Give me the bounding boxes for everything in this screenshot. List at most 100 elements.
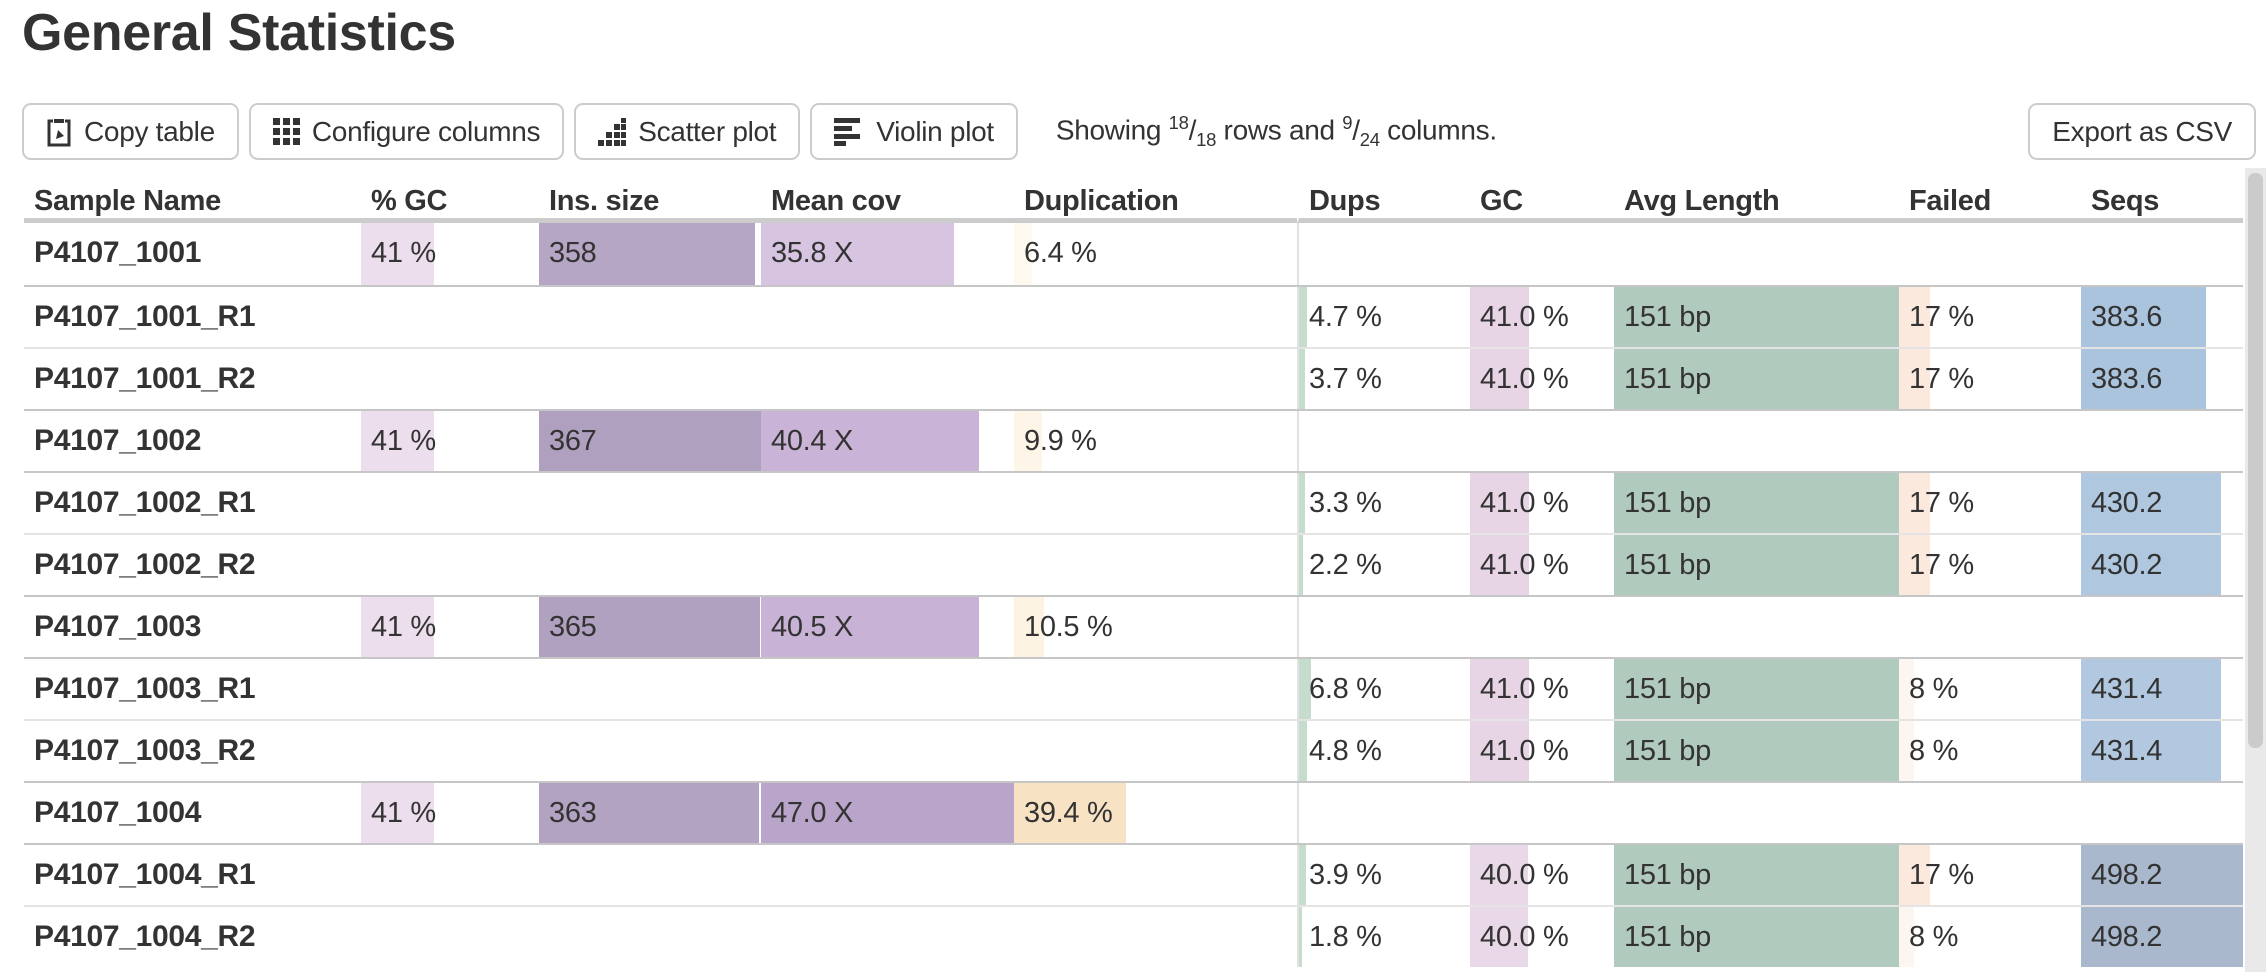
value-bar (1899, 535, 1930, 595)
cell-value: 8 % (1909, 735, 1959, 767)
cell-value: 4.8 % (1309, 735, 1382, 767)
cell-avg_length: 151 bp (1614, 721, 1899, 781)
cell-duplication: 9.9 % (1014, 411, 1297, 471)
cell-value: 6.8 % (1309, 673, 1382, 705)
cell-sample: P4107_1002_R1 (24, 473, 361, 533)
value-bar (1299, 721, 1308, 781)
scrollbar-thumb[interactable] (2248, 173, 2263, 748)
value-bar (1470, 907, 1528, 967)
scatter-plot-button[interactable]: Scatter plot (574, 103, 801, 160)
cell-avg_length: 151 bp (1614, 659, 1899, 719)
cell-seqs: 498.2 (2081, 845, 2243, 905)
vertical-scrollbar[interactable] (2245, 168, 2266, 972)
sample-name: P4107_1003 (34, 610, 202, 643)
value-bar (1470, 845, 1528, 905)
value-bar (1614, 907, 1899, 967)
cell-value: 40.0 % (1480, 859, 1569, 891)
value-bar (2081, 907, 2243, 967)
cell-failed (1899, 597, 2081, 657)
cell-value: 3.7 % (1309, 363, 1382, 395)
cell-dups (1297, 783, 1470, 843)
rows-total-count: 18 (1196, 128, 1217, 150)
violin-plot-button[interactable]: Violin plot (810, 103, 1018, 160)
cell-mean_cov: 40.5 X (761, 597, 1014, 657)
value-bar (2081, 721, 2222, 781)
cell-duplication (1014, 721, 1297, 781)
cell-value: 40.5 X (771, 611, 854, 643)
sample-name: P4107_1001 (34, 236, 202, 269)
cell-value: 498.2 (2091, 921, 2163, 953)
column-header-gc_pct[interactable]: % GC (361, 171, 539, 223)
value-bar (539, 411, 761, 471)
cell-value: 358 (549, 237, 597, 269)
cell-mean_cov (761, 659, 1014, 719)
column-header-dups[interactable]: Dups (1297, 171, 1470, 223)
column-header-duplication[interactable]: Duplication (1014, 171, 1297, 223)
column-header-failed[interactable]: Failed (1899, 171, 2081, 223)
column-header-avg_length[interactable]: Avg Length (1614, 171, 1899, 223)
cell-value: 431.4 (2091, 735, 2163, 767)
cell-sample: P4107_1003 (24, 597, 361, 657)
cell-mean_cov (761, 721, 1014, 781)
cell-mean_cov: 47.0 X (761, 783, 1014, 843)
cell-gc: 41.0 % (1470, 473, 1614, 533)
cell-gc_pct (361, 845, 539, 905)
copy-table-button[interactable]: Copy table (22, 103, 239, 160)
cell-failed: 8 % (1899, 907, 2081, 967)
value-bar (361, 223, 434, 285)
export-csv-button[interactable]: Export as CSV (2028, 103, 2256, 160)
cell-value: 151 bp (1624, 487, 1711, 519)
cell-value: 41.0 % (1480, 673, 1569, 705)
cell-duplication (1014, 349, 1297, 409)
column-header-mean_cov[interactable]: Mean cov (761, 171, 1014, 223)
value-bar (361, 783, 434, 843)
column-header-sample[interactable]: Sample Name (24, 171, 361, 223)
cell-gc: 41.0 % (1470, 535, 1614, 595)
cols-shown-count: 9 (1342, 112, 1353, 134)
column-header-seqs[interactable]: Seqs (2081, 171, 2243, 223)
value-bar (361, 411, 434, 471)
value-bar (2081, 535, 2221, 595)
table-row: P4107_1002 41 % 367 40.4 X 9.9 % (24, 409, 2243, 471)
value-bar (1299, 473, 1305, 533)
cell-duplication (1014, 287, 1297, 347)
column-header-gc[interactable]: GC (1470, 171, 1614, 223)
sample-name: P4107_1001_R2 (34, 362, 256, 395)
cell-value: 40.4 X (771, 425, 854, 457)
column-header-ins_size[interactable]: Ins. size (539, 171, 761, 223)
cell-gc_pct (361, 473, 539, 533)
value-bar (1299, 659, 1311, 719)
value-bar (2081, 473, 2221, 533)
cell-value: 17 % (1909, 549, 1974, 581)
cell-seqs (2081, 223, 2243, 285)
cell-gc_pct (361, 659, 539, 719)
cell-value: 41.0 % (1480, 487, 1569, 519)
cell-mean_cov: 40.4 X (761, 411, 1014, 471)
cell-value: 151 bp (1624, 735, 1711, 767)
cell-failed (1899, 411, 2081, 471)
value-bar (1470, 287, 1530, 347)
scatter-plot-label: Scatter plot (638, 115, 777, 147)
cell-sample: P4107_1002 (24, 411, 361, 471)
cell-duplication (1014, 907, 1297, 967)
cell-seqs: 430.2 (2081, 535, 2243, 595)
table-row: P4107_1001_R1 4.7 % 41.0 % 151 bp 17 % 383.6 (24, 285, 2243, 347)
cell-ins_size (539, 721, 761, 781)
sample-name: P4107_1001_R1 (34, 300, 256, 333)
value-bar (1614, 349, 1899, 409)
cell-ins_size (539, 659, 761, 719)
value-bar (1614, 473, 1899, 533)
cell-seqs: 498.2 (2081, 907, 2243, 967)
cell-value: 498.2 (2091, 859, 2163, 891)
page-title: General Statistics (22, 4, 456, 62)
cell-value: 9.9 % (1024, 425, 1097, 457)
cell-value: 6.4 % (1024, 237, 1097, 269)
configure-columns-button[interactable]: Configure columns (248, 103, 565, 160)
value-bar (361, 597, 434, 657)
cell-value: 430.2 (2091, 549, 2163, 581)
cell-value: 41 % (371, 425, 436, 457)
clipboard-icon (46, 117, 72, 147)
cell-mean_cov (761, 907, 1014, 967)
scatter-icon (598, 117, 627, 146)
value-bar (761, 597, 980, 657)
